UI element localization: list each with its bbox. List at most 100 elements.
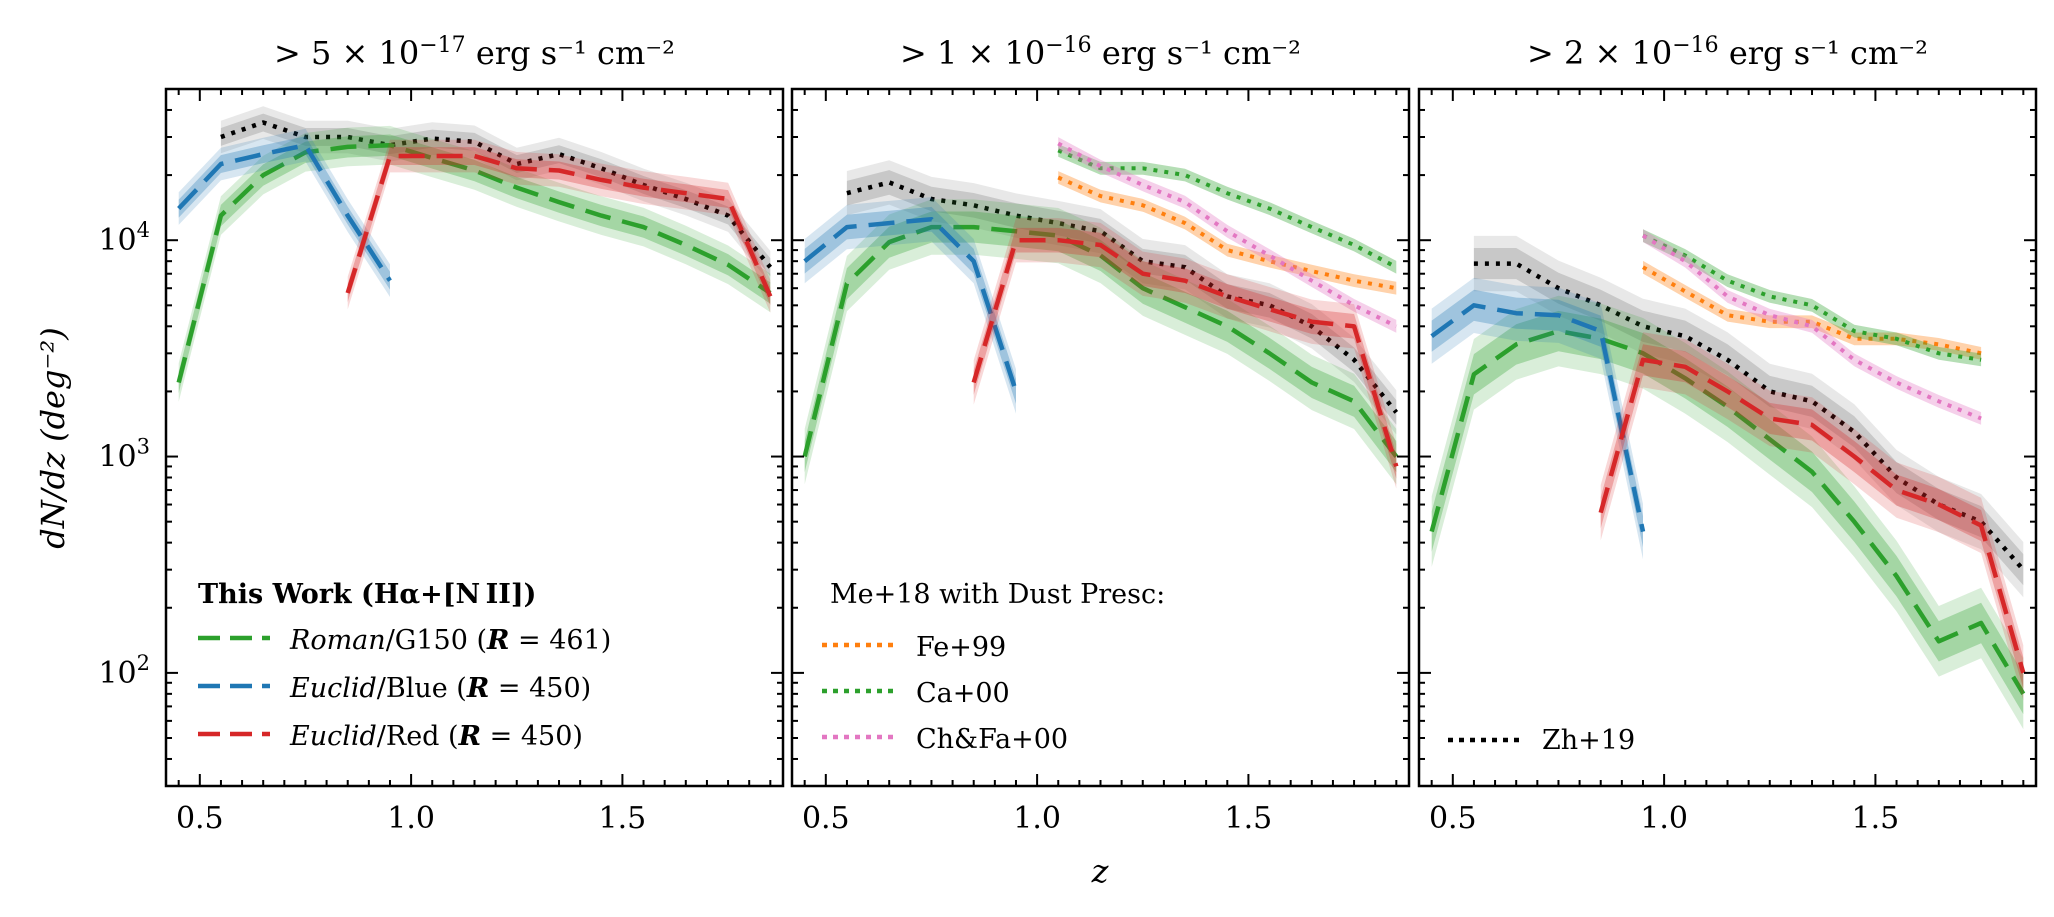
legend-label-prefix: Euclid bbox=[289, 673, 377, 704]
chfa00-point-5 bbox=[1225, 229, 1229, 233]
y-tick-exp: 2 bbox=[137, 651, 150, 675]
roman-point-11 bbox=[599, 214, 603, 218]
ca00-point-6 bbox=[1268, 207, 1272, 211]
chfa00-band bbox=[1058, 137, 1397, 333]
euclid_red-point-7 bbox=[1852, 455, 1856, 459]
roman-point-14 bbox=[1979, 621, 1983, 625]
chfa00-point-2 bbox=[1683, 259, 1687, 263]
roman-point-10 bbox=[1810, 470, 1814, 474]
euclid_red-point-9 bbox=[1310, 320, 1314, 324]
roman-point-12 bbox=[1895, 574, 1899, 578]
roman-point-14 bbox=[726, 263, 730, 267]
ca00-point-8 bbox=[1352, 243, 1356, 247]
euclid_red-point-1 bbox=[346, 291, 350, 295]
chfa00-band bbox=[1643, 229, 1982, 425]
panel-2-plot-area bbox=[802, 137, 1399, 489]
legend-roman-label: Roman/G150 (R = 461) bbox=[289, 625, 611, 656]
zh19-point-14 bbox=[768, 265, 772, 269]
x-tick-label: 0.5 bbox=[176, 801, 224, 836]
euclid_red-point-3 bbox=[1056, 238, 1060, 242]
euclid_blue-point-4 bbox=[304, 143, 308, 147]
zh19-point-13 bbox=[1352, 358, 1356, 362]
euclid_red-uncertainty-band-1 bbox=[347, 139, 771, 313]
chfa00-point-1 bbox=[1641, 234, 1645, 238]
roman-point-2 bbox=[1472, 372, 1476, 376]
chfa00-point-3 bbox=[1141, 183, 1145, 187]
fe99-point-1 bbox=[1641, 265, 1645, 269]
x-tick-label: 1.0 bbox=[1013, 801, 1061, 836]
roman-point-13 bbox=[684, 243, 688, 247]
euclid_blue-line bbox=[803, 216, 1019, 393]
title-prefix: > 1 × 10 bbox=[900, 34, 1045, 72]
chfa00-point-7 bbox=[1895, 381, 1899, 385]
zh19-uncertainty-band-2 bbox=[220, 113, 771, 277]
roman-point-14 bbox=[1352, 399, 1356, 403]
roman-point-1 bbox=[1430, 530, 1434, 534]
roman-point-10 bbox=[1183, 305, 1187, 309]
euclid_red-point-2 bbox=[1014, 238, 1018, 242]
euclid_blue-point-1 bbox=[1430, 334, 1434, 338]
zh19-uncertainty-band-1 bbox=[220, 106, 771, 284]
chfa00-point-6 bbox=[1852, 358, 1856, 362]
y-tick-label: 104 bbox=[98, 218, 150, 258]
legend-thiswork-title: This Work (Hα+[N II]) bbox=[198, 579, 536, 610]
chfa00-line bbox=[1057, 141, 1398, 329]
zh19-point-6 bbox=[1683, 334, 1687, 338]
legend-label-rvalue: = 461) bbox=[509, 625, 611, 656]
euclid_blue-point-5 bbox=[346, 214, 350, 218]
legend-label-rvalue: = 450) bbox=[489, 673, 591, 704]
legend-zh19-label: Zh+19 bbox=[1542, 725, 1635, 756]
legend-ca00-label: Ca+00 bbox=[916, 678, 1010, 709]
legend-chfa00-label: Ch&Fa+00 bbox=[916, 724, 1068, 755]
title-units: erg s⁻¹ cm⁻² bbox=[1719, 34, 1928, 72]
ca00-point-5 bbox=[1225, 191, 1229, 195]
fe99-point-2 bbox=[1099, 194, 1103, 198]
roman-point-12 bbox=[642, 225, 646, 229]
euclid_blue-point-5 bbox=[972, 259, 976, 263]
euclid_red-point-10 bbox=[1979, 524, 1983, 528]
euclid_blue-point-3 bbox=[1514, 311, 1518, 315]
legend-euclid_red-label: Euclid/Red (R = 450) bbox=[289, 721, 583, 752]
chfa00-point-3 bbox=[1726, 294, 1730, 298]
roman-line bbox=[802, 224, 1399, 458]
chfa00-point-5 bbox=[1810, 324, 1814, 328]
euclid_red-line bbox=[1598, 357, 2026, 674]
legend-me18-title: Me+18 with Dust Presc: bbox=[830, 579, 1165, 610]
x-tick-label: 0.5 bbox=[802, 801, 850, 836]
zh19-point-2 bbox=[261, 121, 265, 125]
ca00-point-4 bbox=[1768, 294, 1772, 298]
chfa00-line bbox=[1641, 233, 1982, 421]
euclid_red-point-2 bbox=[1641, 358, 1645, 362]
fe99-point-9 bbox=[1394, 286, 1398, 290]
ca00-point-3 bbox=[1726, 279, 1730, 283]
chfa00-point-4 bbox=[1183, 200, 1187, 204]
euclid_red-point-1 bbox=[1599, 511, 1603, 515]
zh19-point-1 bbox=[219, 135, 223, 139]
euclid_red-uncertainty-band-2 bbox=[973, 227, 1397, 479]
euclid_red-point-7 bbox=[599, 178, 603, 182]
zh19-point-7 bbox=[1726, 358, 1730, 362]
roman-line bbox=[176, 142, 772, 384]
euclid_red-point-4 bbox=[1099, 243, 1103, 247]
euclid_blue-point-2 bbox=[845, 225, 849, 229]
panel-3-title: > 2 × 10−16 erg s⁻¹ cm⁻² bbox=[1527, 33, 1928, 72]
euclid_blue-uncertainty-band-2 bbox=[178, 136, 390, 290]
zh19-point-14 bbox=[2021, 568, 2025, 572]
euclid_blue-uncertainty-band-1 bbox=[1431, 277, 1643, 560]
euclid_blue-line bbox=[177, 142, 392, 282]
ca00-point-7 bbox=[1310, 225, 1314, 229]
zh19-uncertainty-band-2 bbox=[1473, 248, 2024, 586]
roman-point-2 bbox=[219, 214, 223, 218]
legend-fe99-label: Fe+99 bbox=[916, 632, 1006, 663]
fe99-point-3 bbox=[1141, 203, 1145, 207]
euclid_red-point-7 bbox=[1225, 294, 1229, 298]
euclid_red-uncertainty-band-2 bbox=[1600, 344, 2024, 689]
roman-point-5 bbox=[972, 225, 976, 229]
euclid_red-point-8 bbox=[1268, 307, 1272, 311]
euclid_blue-point-5 bbox=[1599, 329, 1603, 333]
euclid_blue-point-6 bbox=[1641, 530, 1645, 534]
euclid_blue-uncertainty-band-1 bbox=[178, 128, 390, 297]
euclid_red-point-8 bbox=[642, 186, 646, 190]
euclid_red-point-5 bbox=[1768, 417, 1772, 421]
x-tick-label: 1.5 bbox=[1852, 801, 1900, 836]
